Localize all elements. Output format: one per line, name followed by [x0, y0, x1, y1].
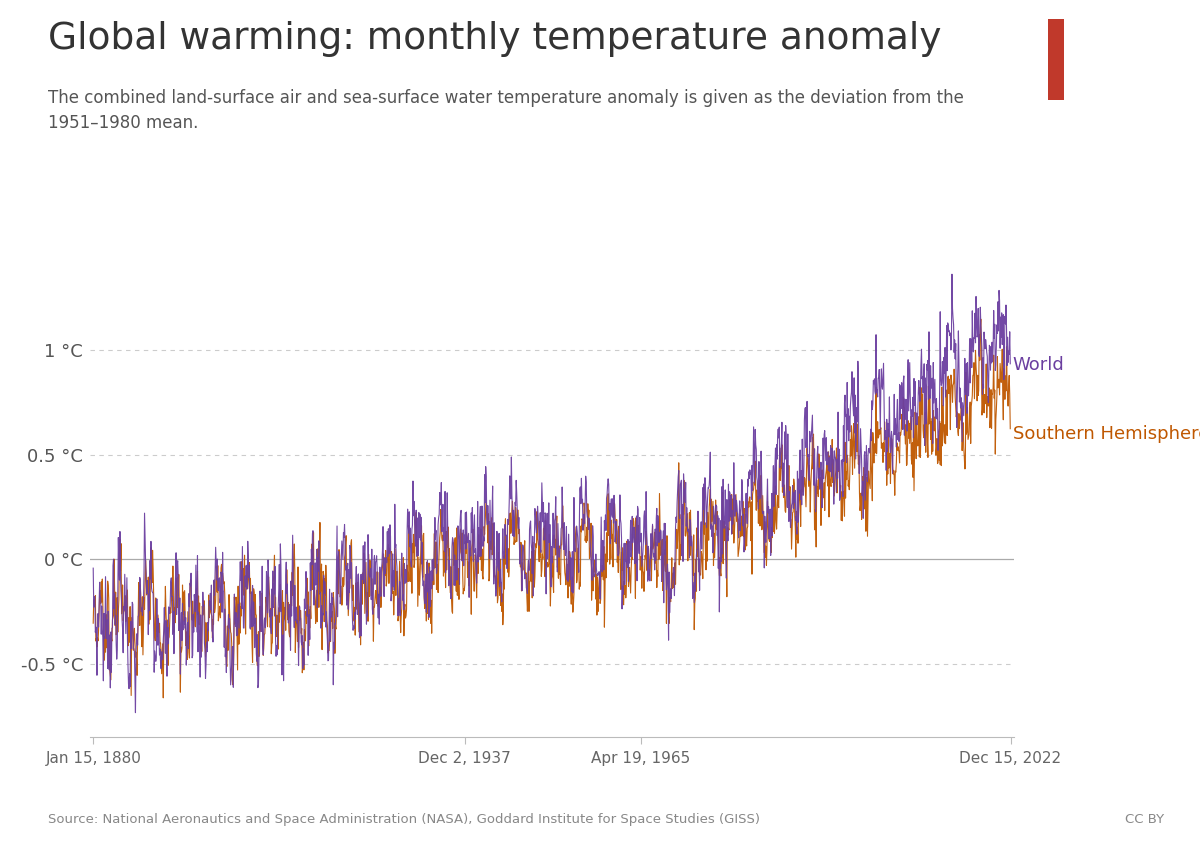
Text: World: World	[1013, 356, 1064, 374]
Bar	[1048, 19, 1064, 100]
Text: Our World
in Data: Our World in Data	[1088, 43, 1156, 73]
Text: CC BY: CC BY	[1124, 813, 1164, 826]
Text: Source: National Aeronautics and Space Administration (NASA), Goddard Institute : Source: National Aeronautics and Space A…	[48, 813, 760, 826]
Text: Global warming: monthly temperature anomaly: Global warming: monthly temperature anom…	[48, 21, 942, 58]
Text: Southern Hemisphere: Southern Hemisphere	[1013, 425, 1200, 443]
Text: The combined land-surface air and sea-surface water temperature anomaly is given: The combined land-surface air and sea-su…	[48, 89, 964, 132]
